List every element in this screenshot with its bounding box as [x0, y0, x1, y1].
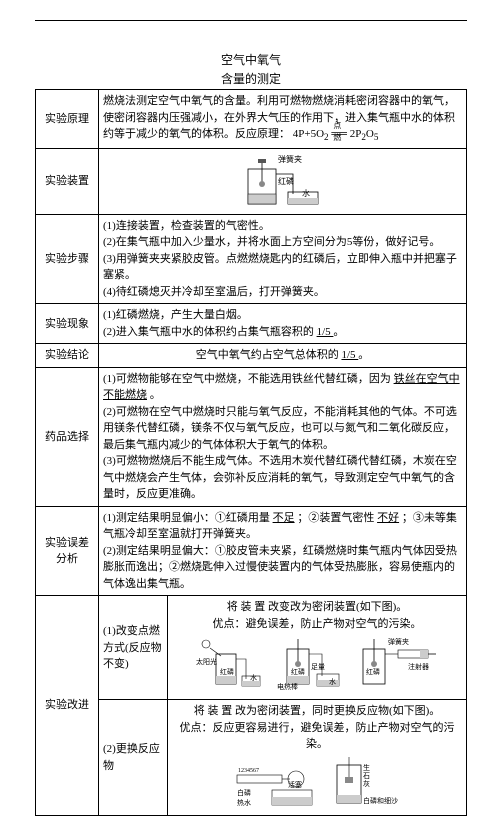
- improve-2-title: 将 装 置 改为密闭装置，同时更换反应物(如下图)。: [172, 703, 462, 720]
- row-conclusion: 实验结论 空气中氧气约占空气总体积的 1/5 。: [36, 344, 467, 368]
- improve-2-diagrams: 1234567 活塞 白磷 热水: [172, 753, 462, 812]
- svg-text:灰: 灰: [363, 779, 370, 788]
- row-reagent: 药品选择 (1)可燃物能够在空气中燃烧，不能选用铁丝代替红磷，因为 铁丝在空气中…: [36, 367, 467, 506]
- diagram-sun: 太阳光 红磷 水: [196, 634, 266, 694]
- cell-conclusion: 空气中氧气约占空气总体积的 1/5 。: [99, 344, 467, 368]
- lbl-spring: 弹簧夹: [278, 154, 302, 164]
- row-phenomenon: 实验现象 (1)红磷燃烧，产生大量白烟。 (2)进入集气瓶中水的体积约占集气瓶容…: [36, 304, 467, 344]
- svg-text:白磷: 白磷: [237, 788, 251, 797]
- svg-text:生: 生: [363, 763, 370, 772]
- svg-text:水: 水: [329, 677, 336, 686]
- improve-2-right: 将 装 置 改为密闭装置，同时更换反应物(如下图)。 优点：反应更容易进行，避免…: [168, 700, 467, 816]
- svg-text:红磷: 红磷: [220, 667, 234, 676]
- svg-text:白磷和细沙: 白磷和细沙: [363, 796, 398, 805]
- label-apparatus: 实验装置: [36, 148, 99, 214]
- improve-1-diagrams: 太阳光 红磷 水: [172, 632, 462, 696]
- row-improve-1: 实验改进 (1)改变点燃方式(反应物不变) 将 装 置 改变改为密闭装置(如下图…: [36, 596, 467, 700]
- equation: 4P+5O2 点燃══ 2P2O5: [293, 128, 379, 140]
- cell-principle: 燃烧法测定空气中氧气的含量。利用可燃物燃烧消耗密闭容器中的氧气，使密闭容器内压强…: [99, 90, 467, 149]
- svg-text:石: 石: [363, 772, 370, 780]
- step-1: (1)连接装置，检查装置的气密性。: [103, 218, 462, 235]
- improve-2-left: (2)更换反应物: [99, 700, 168, 816]
- svg-text:太阳光: 太阳光: [196, 657, 217, 666]
- svg-text:电热棒: 电热棒: [277, 682, 298, 691]
- phen-frac: 1/5: [317, 326, 334, 338]
- conclusion-frac: 1/5: [341, 349, 358, 361]
- label-steps: 实验步骤: [36, 214, 99, 304]
- diagram-whitep: 1234567 活塞 白磷 热水: [232, 755, 317, 810]
- step-3: (3)用弹簧夹夹紧胶皮管。点燃燃烧匙内的红磷后，立即伸入瓶中并把塞子塞紧。: [103, 251, 462, 284]
- apparatus-svg: 弹簧夹 红磷 水: [238, 154, 328, 209]
- svg-text:活塞: 活塞: [288, 780, 302, 789]
- lbl-redp: 红磷: [278, 176, 294, 186]
- label-improve: 实验改进: [36, 596, 99, 816]
- diagram-heater: 电热棒 红磷 足量 水: [277, 634, 347, 694]
- improve-1-right: 将 装 置 改变改为密闭装置(如下图)。 优点：避免误差，防止产物对空气的污染。: [168, 596, 467, 700]
- apparatus-diagram: 弹簧夹 红磷 水: [238, 154, 328, 209]
- svg-text:红磷: 红磷: [291, 667, 305, 676]
- top-rule: [35, 20, 467, 21]
- cell-phenomenon: (1)红磷燃烧，产生大量白烟。 (2)进入集气瓶中水的体积约占集气瓶容积的 1/…: [99, 304, 467, 344]
- phen-1: (1)红磷燃烧，产生大量白烟。: [103, 307, 462, 324]
- svg-text:红磷: 红磷: [366, 667, 380, 676]
- row-steps: 实验步骤 (1)连接装置，检查装置的气密性。 (2)在集气瓶中加入少量水，并将水…: [36, 214, 467, 304]
- reagent-2: (2)可燃物在空气中燃烧时只能与氧气反应，不能消耗其他的气体。不可选用镁条代替红…: [103, 404, 462, 454]
- diagram-syringe: 弹簧夹 红磷 注射器: [358, 634, 438, 694]
- lbl-water: 水: [302, 188, 310, 198]
- svg-text:足量: 足量: [311, 663, 325, 671]
- error-2: (2)测定结果明显偏大：①胶皮管未夹紧，红磷燃烧时集气瓶内气体因受热膨胀而逸出；…: [103, 543, 462, 593]
- svg-text:水: 水: [250, 673, 257, 682]
- svg-text:弹簧夹: 弹簧夹: [388, 637, 409, 646]
- improve-2-sub: 优点：反应更容易进行，避免误差，防止产物对空气的污染。: [172, 720, 462, 753]
- error-1: (1)测定结果明显偏小：①红磷用量 不足 ；②装置气密性 不好 ；③未等集气瓶冷…: [103, 510, 462, 543]
- label-principle: 实验原理: [36, 90, 99, 149]
- row-improve-2: (2)更换反应物 将 装 置 改为密闭装置，同时更换反应物(如下图)。 优点：反…: [36, 700, 467, 816]
- svg-text:注射器: 注射器: [408, 662, 429, 671]
- improve-1-title: 将 装 置 改变改为密闭装置(如下图)。: [172, 599, 462, 616]
- label-error: 实验误差分析: [36, 506, 99, 596]
- cell-apparatus: 弹簧夹 红磷 水: [99, 148, 467, 214]
- svg-text:1234567: 1234567: [238, 768, 259, 774]
- improve-1-left: (1)改变点燃方式(反应物不变): [99, 596, 168, 700]
- cell-error: (1)测定结果明显偏小：①红磷用量 不足 ；②装置气密性 不好 ；③未等集气瓶冷…: [99, 506, 467, 596]
- title-line-1: 空气中氧气: [35, 51, 467, 68]
- svg-text:热水: 热水: [237, 798, 251, 807]
- cell-steps: (1)连接装置，检查装置的气密性。 (2)在集气瓶中加入少量水，并将水面上方空间…: [99, 214, 467, 304]
- phen-2: (2)进入集气瓶中水的体积约占集气瓶容积的 1/5 。: [103, 324, 462, 341]
- step-4: (4)待红磷熄灭并冷却至室温后，打开弹簧夹。: [103, 284, 462, 301]
- row-error: 实验误差分析 (1)测定结果明显偏小：①红磷用量 不足 ；②装置气密性 不好 ；…: [36, 506, 467, 596]
- label-conclusion: 实验结论: [36, 344, 99, 368]
- cell-reagent: (1)可燃物能够在空气中燃烧，不能选用铁丝代替红磷，因为 铁丝在空气中不能燃烧 …: [99, 367, 467, 506]
- label-reagent: 药品选择: [36, 367, 99, 506]
- diagram-lime: 生 石 灰 白磷和细沙: [327, 755, 402, 810]
- reagent-1: (1)可燃物能够在空气中燃烧，不能选用铁丝代替红磷，因为 铁丝在空气中不能燃烧 …: [103, 371, 462, 404]
- step-2: (2)在集气瓶中加入少量水，并将水面上方空间分为5等份，做好记号。: [103, 234, 462, 251]
- improve-1-sub: 优点：避免误差，防止产物对空气的污染。: [172, 616, 462, 633]
- row-principle: 实验原理 燃烧法测定空气中氧气的含量。利用可燃物燃烧消耗密闭容器中的氧气，使密闭…: [36, 90, 467, 149]
- title-line-2: 含量的测定: [35, 70, 467, 87]
- principle-text: 燃烧法测定空气中氧气的含量。利用可燃物燃烧消耗密闭容器中的氧气，使密闭容器内压强…: [103, 95, 455, 140]
- reagent-3: (3)可燃物燃烧后不能生成气体。不选用木炭代替红磷代替红磷，木炭在空气中燃烧会产…: [103, 453, 462, 503]
- label-phenomenon: 实验现象: [36, 304, 99, 344]
- row-apparatus: 实验装置 弹簧夹 红磷 水: [36, 148, 467, 214]
- experiment-table: 实验原理 燃烧法测定空气中氧气的含量。利用可燃物燃烧消耗密闭容器中的氧气，使密闭…: [35, 89, 467, 816]
